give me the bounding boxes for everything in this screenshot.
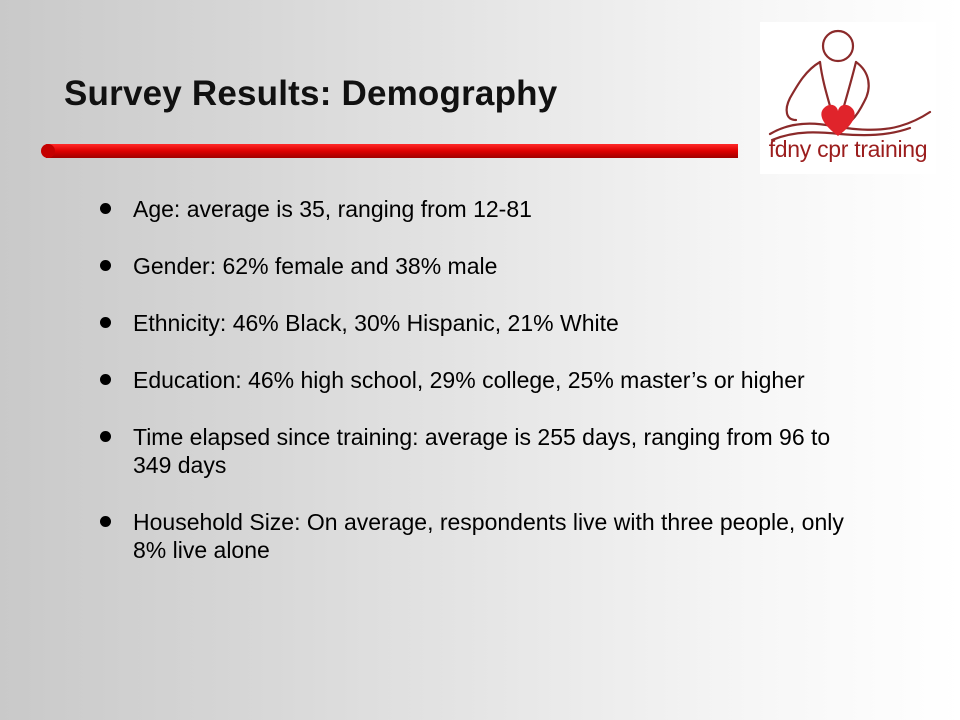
bullet-text: Age: average is 35, ranging from 12-81 [133,196,532,222]
bullet-dot [100,431,111,442]
bullet-item-household-size: Household Size: On average, respondents … [100,508,860,564]
title-underline [41,144,738,158]
logo-text: fdny cpr training [768,136,928,162]
bullet-dot [100,317,111,328]
cpr-figure-heart-icon [768,29,932,142]
bullet-item-ethnicity: Ethnicity: 46% Black, 30% Hispanic, 21% … [100,309,860,337]
slide-title: Survey Results: Demography [64,74,558,113]
bullet-dot [100,516,111,527]
bullet-item-gender: Gender: 62% female and 38% male [100,252,860,280]
bullet-item-education: Education: 46% high school, 29% college,… [100,366,860,394]
bullet-text: Education: 46% high school, 29% college,… [133,367,805,393]
bullet-list: Age: average is 35, ranging from 12-81 G… [100,195,860,593]
bullet-text: Ethnicity: 46% Black, 30% Hispanic, 21% … [133,310,619,336]
bullet-text: Household Size: On average, respondents … [133,509,844,563]
bullet-item-time-elapsed: Time elapsed since training: average is … [100,423,860,479]
bullet-text: Gender: 62% female and 38% male [133,253,498,279]
bullet-item-age: Age: average is 35, ranging from 12-81 [100,195,860,223]
bullet-text: Time elapsed since training: average is … [133,424,831,478]
bullet-dot [100,374,111,385]
fdny-cpr-training-logo: fdny cpr training [760,22,936,174]
bullet-dot [100,260,111,271]
bullet-dot [100,203,111,214]
